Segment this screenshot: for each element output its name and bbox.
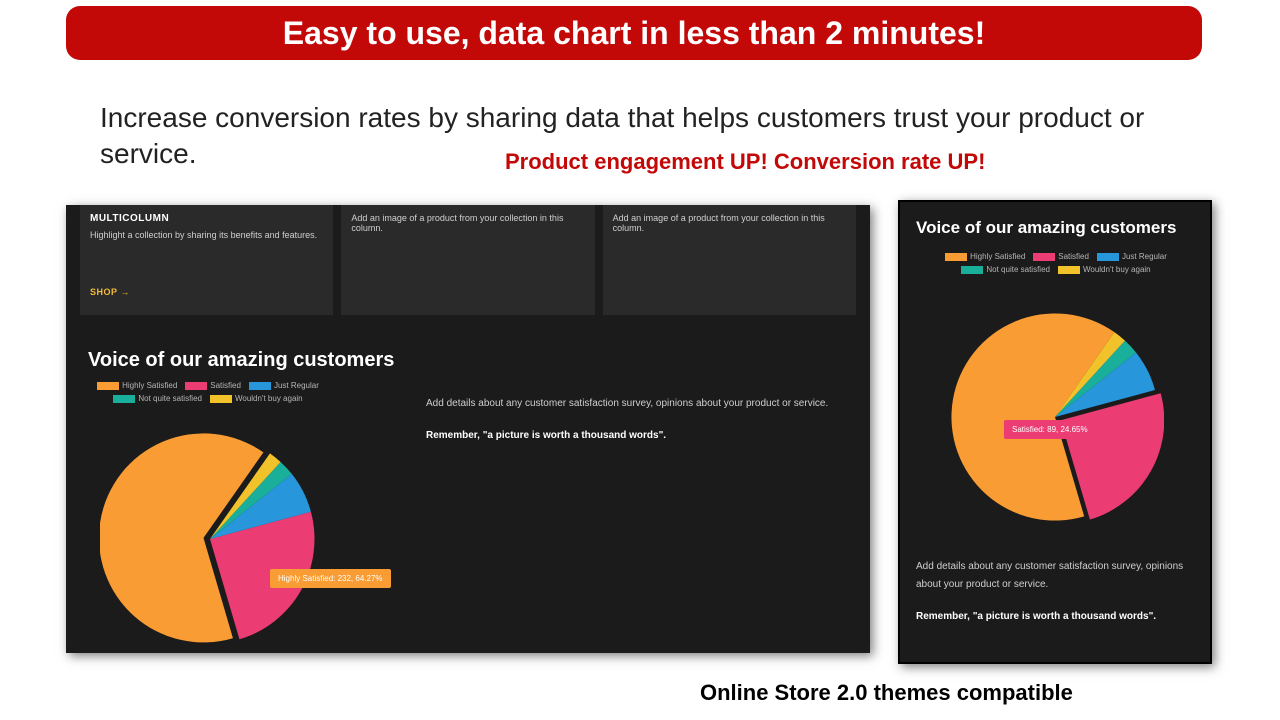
desc-line-2: Remember, "a picture is worth a thousand… — [916, 611, 1156, 622]
card-body: Highlight a collection by sharing its be… — [90, 230, 323, 240]
headline-text: Easy to use, data chart in less than 2 m… — [283, 15, 985, 52]
chart-description: Add details about any customer satisfact… — [916, 558, 1196, 626]
chart-tooltip: Satisfied: 89, 24.65% — [1004, 420, 1096, 439]
compatibility-note: Online Store 2.0 themes compatible — [700, 680, 1073, 706]
chart-tooltip: Highly Satisfied: 232, 64.27% — [270, 569, 391, 588]
pie-chart — [100, 429, 320, 649]
legend-item: Not quite satisfied — [961, 265, 1050, 274]
legend-item: Wouldn't buy again — [210, 394, 303, 403]
card-body: Add an image of a product from your coll… — [351, 213, 584, 233]
legend-item: Satisfied — [1033, 252, 1089, 261]
legend-item: Wouldn't buy again — [1058, 265, 1151, 274]
shop-link[interactable]: SHOP → — [90, 287, 130, 297]
chart-legend: Highly Satisfied Satisfied Just Regular Not… — [916, 252, 1196, 274]
mobile-preview-panel: Voice of our amazing customers Highly Sa… — [898, 200, 1212, 664]
desc-line-1: Add details about any customer satisfact… — [916, 558, 1196, 594]
chart-legend: Highly Satisfied Satisfied Just Regular Not… — [88, 381, 328, 403]
chart-description: Add details about any customer satisfact… — [426, 395, 846, 445]
desc-line-2: Remember, "a picture is worth a thousand… — [426, 430, 666, 441]
desktop-preview-panel: MULTICOLUMN Highlight a collection by sh… — [66, 205, 870, 653]
chart-title: Voice of our amazing customers — [88, 349, 394, 372]
legend-item: Highly Satisfied — [97, 381, 177, 390]
chart-title: Voice of our amazing customers — [916, 218, 1196, 238]
multicolumn-row: MULTICOLUMN Highlight a collection by sh… — [80, 205, 856, 315]
pie-chart — [946, 308, 1164, 526]
column-card-3: Add an image of a product from your coll… — [603, 205, 856, 315]
legend-item: Just Regular — [249, 381, 319, 390]
card-body: Add an image of a product from your coll… — [613, 213, 846, 233]
desc-line-1: Add details about any customer satisfact… — [426, 395, 846, 413]
legend-item: Not quite satisfied — [113, 394, 202, 403]
column-card-1: MULTICOLUMN Highlight a collection by sh… — [80, 205, 333, 315]
engagement-callout: Product engagement UP! Conversion rate U… — [505, 149, 1205, 175]
headline-banner: Easy to use, data chart in less than 2 m… — [66, 6, 1202, 60]
card-title: MULTICOLUMN — [90, 213, 323, 224]
legend-item: Satisfied — [185, 381, 241, 390]
column-card-2: Add an image of a product from your coll… — [341, 205, 594, 315]
legend-item: Just Regular — [1097, 252, 1167, 261]
legend-item: Highly Satisfied — [945, 252, 1025, 261]
